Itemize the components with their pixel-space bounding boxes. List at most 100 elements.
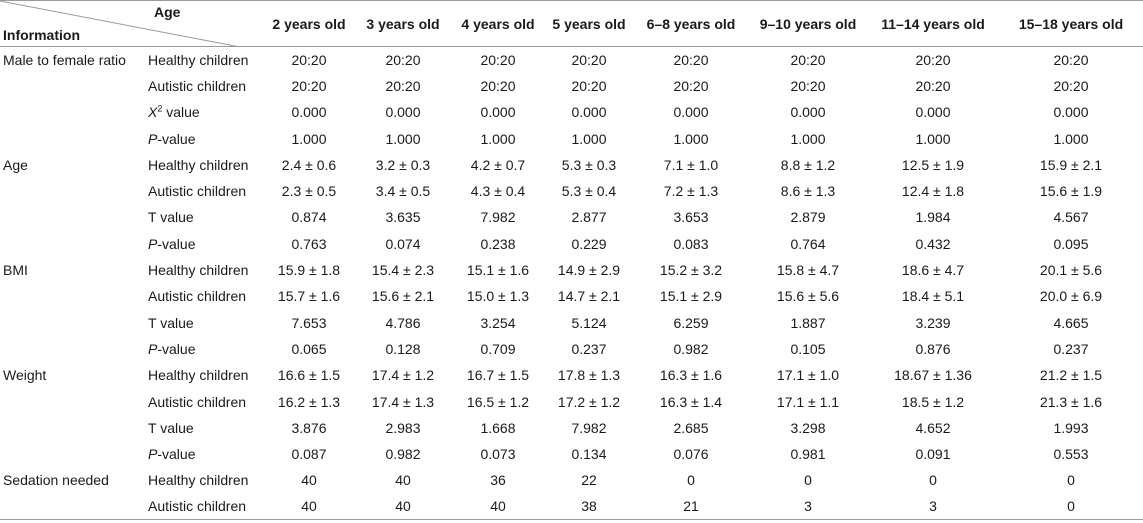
value-cell: 0.238 [480, 235, 516, 252]
value-cell: 18.67 ± 1.36 [894, 367, 972, 384]
value-cell: 2.3 ± 0.5 [281, 183, 337, 200]
table-row: Age Healthy children 2.4 ± 0.6 3.2 ± 0.3 4.2… [0, 152, 1143, 178]
corner-header-cell: Age Information [0, 0, 263, 47]
group-label-cell: Weight [3, 367, 47, 384]
value-cell: 1.984 [915, 209, 951, 226]
table-row: T value 0.874 3.635 7.982 2.877 3.653 2.879 1.9… [0, 204, 1143, 230]
value-cell: 0.128 [385, 340, 421, 357]
value-cell: 20:20 [1053, 77, 1089, 94]
value-cell: 40 [263, 493, 355, 521]
value-cell: 3.2 ± 0.3 [375, 156, 431, 173]
table-row: Autistic children 40 40 40 38 21 3 3 0 [0, 493, 1143, 521]
value-cell: 0.432 [915, 235, 951, 252]
group-label-cell [0, 283, 145, 309]
group-label-cell [0, 125, 145, 151]
row-label-cell: Healthy children [148, 51, 249, 68]
value-cell: 15.6 ± 2.1 [371, 288, 435, 305]
group-label-cell [0, 493, 145, 521]
value-cell: 2.983 [385, 419, 421, 436]
value-cell: 2.685 [673, 419, 709, 436]
value-cell: 0.000 [790, 104, 826, 121]
value-cell: 0.095 [1053, 235, 1089, 252]
value-cell: 4.3 ± 0.4 [470, 183, 526, 200]
value-cell: 0 [804, 472, 812, 489]
value-cell: 20:20 [385, 51, 421, 68]
value-cell: 8.8 ± 1.2 [780, 156, 836, 173]
value-cell: 18.5 ± 1.2 [901, 393, 965, 410]
table-row: BMI Healthy children 15.9 ± 1.8 15.4 ± 2.3 1… [0, 257, 1143, 283]
diagonal-divider [0, 1, 241, 47]
value-cell: 0.087 [291, 446, 327, 463]
value-cell: 0.982 [673, 340, 709, 357]
value-cell: 4.786 [385, 314, 421, 331]
value-cell: 14.7 ± 2.1 [557, 288, 621, 305]
row-label-cell: T value [148, 419, 194, 436]
value-cell: 15.0 ± 1.3 [466, 288, 530, 305]
value-cell: 5.3 ± 0.3 [561, 156, 617, 173]
group-label-cell [0, 99, 145, 125]
table-row: Autistic children 20:20 20:20 20:20 20:20 20:… [0, 73, 1143, 99]
value-cell: 1.000 [1053, 130, 1089, 147]
value-cell: 0.134 [571, 446, 607, 463]
row-label-cell: Autistic children [148, 77, 247, 94]
value-cell: 3.876 [291, 419, 327, 436]
value-cell: 4.665 [1053, 314, 1089, 331]
row-label-symbol: P [148, 130, 158, 147]
value-cell: 3 [749, 493, 867, 521]
value-cell: 5.124 [571, 314, 607, 331]
value-cell: 20:20 [480, 51, 516, 68]
group-label-cell [0, 204, 145, 230]
value-cell: 1.668 [480, 419, 516, 436]
header-row: Age Information 2 years old 3 years old … [0, 0, 1143, 47]
row-label-symbol: X [148, 104, 158, 121]
value-cell: 7.1 ± 1.0 [663, 156, 719, 173]
value-cell: 3.239 [915, 314, 951, 331]
value-cell: 0.000 [291, 104, 327, 121]
value-cell: 16.7 ± 1.5 [466, 367, 530, 384]
value-cell: 0.981 [790, 446, 826, 463]
value-cell: 3.635 [385, 209, 421, 226]
table-row: P-value 1.000 1.000 1.000 1.000 1.000 1.000 1.0… [0, 125, 1143, 151]
row-label-cell: Autistic children [148, 183, 247, 200]
value-cell: 12.4 ± 1.8 [901, 183, 965, 200]
value-cell: 0 [999, 493, 1143, 521]
value-cell: 3.298 [790, 419, 826, 436]
row-label-cell: Autistic children [145, 493, 263, 521]
value-cell: 1.887 [790, 314, 826, 331]
table-row: T value 7.653 4.786 3.254 5.124 6.259 1.887 3.2… [0, 309, 1143, 335]
value-cell: 0.083 [673, 235, 709, 252]
value-cell: 15.1 ± 1.6 [466, 262, 530, 279]
row-label-cell: Healthy children [148, 367, 249, 384]
value-cell: 15.2 ± 3.2 [659, 262, 723, 279]
value-cell: 15.9 ± 1.8 [277, 262, 341, 279]
value-cell: 1.993 [1053, 419, 1089, 436]
group-label-cell [0, 336, 145, 362]
value-cell: 0.709 [480, 340, 516, 357]
value-cell: 21.2 ± 1.5 [1039, 367, 1103, 384]
value-cell: 0 [1067, 472, 1075, 489]
value-cell: 0.000 [480, 104, 516, 121]
value-cell: 1.000 [385, 130, 421, 147]
value-cell: 20:20 [915, 51, 951, 68]
value-cell: 20:20 [385, 77, 421, 94]
value-cell: 0.229 [571, 235, 607, 252]
row-label-superscript: 2 [157, 103, 163, 114]
value-cell: 20:20 [790, 51, 826, 68]
value-cell: 1.000 [571, 130, 607, 147]
value-cell: 20.1 ± 5.6 [1039, 262, 1103, 279]
value-cell: 17.1 ± 1.0 [776, 367, 840, 384]
row-label-text: -value [157, 446, 196, 463]
value-cell: 14.9 ± 2.9 [557, 262, 621, 279]
row-label-cell: Healthy children [148, 156, 249, 173]
value-cell: 6.259 [673, 314, 709, 331]
column-header: 6–8 years old [633, 0, 749, 47]
value-cell: 17.2 ± 1.2 [557, 393, 621, 410]
value-cell: 0.065 [291, 340, 327, 357]
row-label-cell: P-value [145, 125, 263, 151]
row-label-text: -value [157, 340, 196, 357]
value-cell: 1.000 [673, 130, 709, 147]
table-row: X2 value 0.000 0.000 0.000 0.000 0.000 0.000 0.… [0, 99, 1143, 125]
value-cell: 16.5 ± 1.2 [466, 393, 530, 410]
value-cell: 3 [867, 493, 999, 521]
value-cell: 15.7 ± 1.6 [277, 288, 341, 305]
